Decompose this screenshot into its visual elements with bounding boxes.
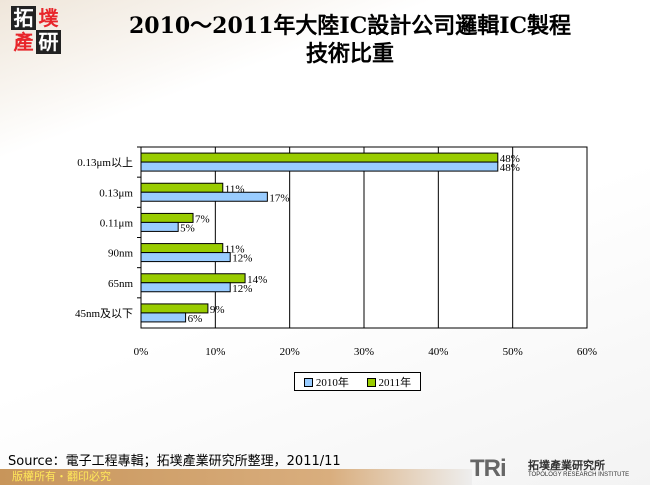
logo-char: 研 bbox=[36, 30, 61, 54]
brand-name-en: TOPOLOGY RESEARCH INSTITUTE bbox=[528, 472, 630, 478]
data-label: 9% bbox=[210, 304, 225, 316]
bar-2011年 bbox=[140, 212, 194, 223]
y-tick-label: 0.13μm以上 bbox=[77, 156, 133, 169]
legend-label: 2010年 bbox=[315, 376, 349, 389]
data-label: 48% bbox=[500, 162, 520, 174]
data-label: 48% bbox=[500, 153, 520, 165]
data-label: 6% bbox=[188, 313, 203, 325]
x-tick-label: 20% bbox=[280, 346, 300, 358]
logo-char: 產 bbox=[13, 30, 34, 54]
data-label: 17% bbox=[269, 192, 289, 204]
x-tick-label: 30% bbox=[354, 346, 374, 358]
legend-label: 2011年 bbox=[378, 376, 412, 389]
x-tick-label: 50% bbox=[503, 346, 523, 358]
source-note: Source：電子工程專輯；拓墣產業研究所整理，2011/11 bbox=[8, 454, 341, 469]
brand-name-cn: 拓墣產業研究所 bbox=[528, 459, 605, 472]
bar-2011年 bbox=[140, 303, 209, 314]
y-tick-label: 65nm bbox=[108, 278, 134, 290]
legend-item-2011: 2011年 bbox=[366, 374, 412, 390]
brand-mark: TRi bbox=[470, 455, 507, 482]
title-line: 技術比重 bbox=[305, 41, 394, 67]
y-tick-label: 90nm bbox=[108, 248, 134, 260]
y-tick-label: 0.13μm bbox=[99, 187, 133, 199]
data-label: 12% bbox=[232, 283, 252, 295]
x-tick-label: 60% bbox=[577, 346, 597, 358]
legend: 2010年 2011年 bbox=[294, 372, 421, 391]
bar-2010年 bbox=[140, 191, 268, 202]
bar-2011年 bbox=[140, 152, 499, 163]
title-line: 2010～2011年大陸IC設計公司邏輯IC製程 bbox=[128, 13, 572, 39]
bar-2011年 bbox=[140, 182, 224, 193]
data-label: 7% bbox=[195, 213, 210, 225]
bar-2010年 bbox=[140, 252, 231, 263]
x-tick-label: 10% bbox=[205, 346, 225, 358]
data-label: 14% bbox=[247, 274, 267, 286]
brand-logo: TRi 拓墣產業研究所 TOPOLOGY RESEARCH INSTITUTE bbox=[470, 455, 645, 483]
bar-2010年 bbox=[140, 221, 179, 232]
x-tick-label: 40% bbox=[428, 346, 448, 358]
logo-char: 墣 bbox=[38, 6, 59, 30]
logo: 拓 墣 產 研 bbox=[11, 6, 61, 54]
copyright-footer: 版權所有・翻印必究 bbox=[0, 469, 472, 485]
y-tick-label: 0.11μm bbox=[100, 217, 134, 229]
data-label: 5% bbox=[180, 222, 195, 234]
legend-swatch bbox=[303, 378, 313, 388]
legend-swatch bbox=[366, 378, 376, 388]
data-label: 12% bbox=[232, 253, 252, 265]
bar-2010年 bbox=[140, 312, 187, 323]
bar-2011年 bbox=[140, 243, 224, 254]
bar-2011年 bbox=[140, 273, 246, 284]
y-tick-label: 45nm及以下 bbox=[75, 308, 133, 320]
x-tick-label: 0% bbox=[134, 346, 149, 358]
chart-title: 2010～2011年大陸IC設計公司邏輯IC製程 技術比重 bbox=[70, 12, 630, 68]
bar-2010年 bbox=[140, 161, 499, 172]
legend-item-2010: 2010年 bbox=[303, 374, 349, 390]
bar-2010年 bbox=[140, 282, 231, 293]
logo-char: 拓 bbox=[11, 6, 36, 30]
